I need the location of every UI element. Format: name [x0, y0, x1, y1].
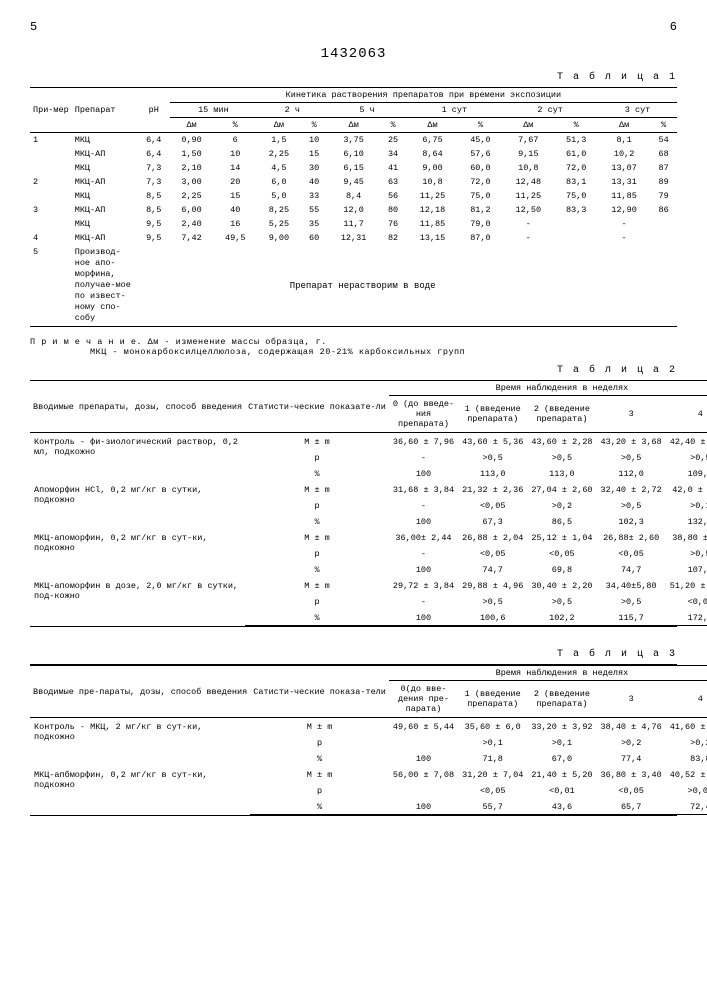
- t1-time: 3 сут: [598, 103, 677, 118]
- t3-col-prep: Вводимые пре-параты, дозы, способ введен…: [30, 666, 250, 718]
- table1-label: Т а б л и ц а 1: [30, 72, 677, 83]
- col-ph: рН: [138, 88, 170, 133]
- t1-sub: Δм: [257, 118, 301, 133]
- insoluble-text: Препарат нерастворим в воде: [170, 245, 677, 326]
- t1-sub: %: [554, 118, 598, 133]
- week-col: 1 (введение препарата): [458, 681, 527, 718]
- table3: Вводимые пре-параты, дозы, способ введен…: [30, 665, 707, 815]
- page-right: 6: [670, 20, 677, 34]
- t3-col-time: Время наблюдения в неделях: [389, 666, 707, 681]
- week-col: 1 (введение препарата): [458, 396, 527, 433]
- t2-col-time: Время наблюдения в неделях: [389, 381, 707, 396]
- week-col: 3: [597, 396, 666, 433]
- t2-col-prep: Вводимые препараты, дозы, способ введени…: [30, 381, 245, 433]
- t1-time: 1 сут: [406, 103, 502, 118]
- col-primer: При-мер: [30, 88, 72, 133]
- t1-sub: %: [301, 118, 328, 133]
- table-row: 3МКЦ-АП8,56,00408,255512,08012,1881,212,…: [30, 203, 677, 217]
- row5-text: Производ-ное апо-морфина, получае-мое по…: [72, 245, 138, 326]
- t1-time: 5 ч: [328, 103, 407, 118]
- t1-sub: Δм: [502, 118, 554, 133]
- table-row: МКЦ8,52,25155,0338,45611,2575,011,2575,0…: [30, 189, 677, 203]
- table3-label: Т а б л и ц а 3: [30, 649, 677, 660]
- t1-time: 2 сут: [502, 103, 598, 118]
- t1-sub: %: [213, 118, 257, 133]
- table1: При-мер Препарат рН Кинетика растворения…: [30, 87, 677, 326]
- table1-note: П р и м е ч а н и е. Δм - изменение масс…: [30, 337, 677, 357]
- week-col: 4: [666, 681, 707, 718]
- table2-label: Т а б л и ц а 2: [30, 365, 677, 376]
- page-left: 5: [30, 20, 37, 34]
- week-col: 4: [666, 396, 707, 433]
- t2-col-stat: Статисти-ческие показате-ли: [245, 381, 389, 433]
- col-preparat: Препарат: [72, 88, 138, 133]
- table-row: МКЦ-апбморфин, 0,2 мг/кг в сут-ки, подко…: [30, 766, 707, 782]
- row5-n: 5: [30, 245, 72, 326]
- t1-time: 2 ч: [257, 103, 327, 118]
- week-col: 3: [597, 681, 666, 718]
- table-row: 4МКЦ-АП9,57,4249,59,006012,318213,1587,0…: [30, 231, 677, 245]
- table2: Вводимые препараты, дозы, способ введени…: [30, 380, 707, 626]
- table-row: 2МКЦ-АП7,33,00206,0409,456310,872,012,48…: [30, 175, 677, 189]
- patent-number: 1432063: [30, 46, 677, 62]
- t1-sub: Δм: [406, 118, 458, 133]
- table-row: Контроль - фи-зиологический раствор, 0,2…: [30, 433, 707, 450]
- t1-sub: %: [459, 118, 503, 133]
- table-row: МКЦ9,52,40165,253511,77611,8579,0--: [30, 217, 677, 231]
- col-kinetics: Кинетика растворения препаратов при врем…: [170, 88, 677, 103]
- table-row: МКЦ-апоморфин, 0,2 мг/кг в сут-ки, подко…: [30, 529, 707, 545]
- t3-col-stat: Сатисти-ческие показа-тели: [250, 666, 389, 718]
- week-col: 2 (введение препарата): [527, 396, 596, 433]
- table-row: МКЦ-АП6,41,50102,25156,10348,6457,69,156…: [30, 147, 677, 161]
- table-row: МКЦ-апоморфин в дозе, 2,0 мг/кг в сутки,…: [30, 577, 707, 593]
- table-row: МКЦ7,32,10144,5306,15419,0060,010,872,01…: [30, 161, 677, 175]
- t1-sub: Δм: [598, 118, 650, 133]
- t1-sub: %: [650, 118, 677, 133]
- t1-sub: Δм: [328, 118, 380, 133]
- week-col: 2 (введение препарата): [527, 681, 596, 718]
- t1-sub: %: [380, 118, 407, 133]
- table-row: Контроль - МКЦ, 2 мг/кг в сут-ки, подкож…: [30, 718, 707, 735]
- t1-time: 15 мин: [170, 103, 257, 118]
- t1-sub: Δм: [170, 118, 214, 133]
- week-col: 0 (до введе-ния препарата): [389, 396, 458, 433]
- week-col: 0(до вве-дения пре-парата): [389, 681, 458, 718]
- table-row: 1МКЦ6,40,9061,5103,75256,7545,07,6751,38…: [30, 133, 677, 148]
- table-row: Апоморфин HCl, 0,2 мг/кг в сутки, подкож…: [30, 481, 707, 497]
